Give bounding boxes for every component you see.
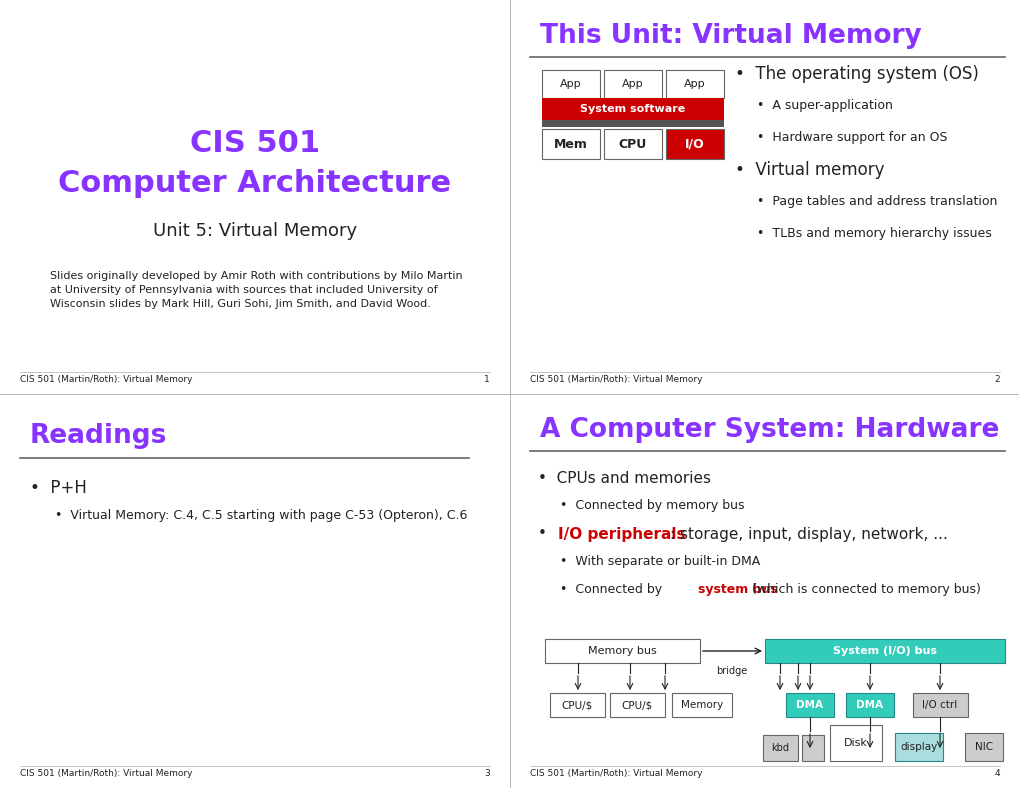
FancyBboxPatch shape <box>541 70 599 98</box>
Text: at University of Pennsylvania with sources that included University of: at University of Pennsylvania with sourc… <box>50 285 437 295</box>
FancyBboxPatch shape <box>829 725 881 761</box>
Text: •  P+H: • P+H <box>30 479 87 497</box>
FancyBboxPatch shape <box>665 129 723 159</box>
FancyBboxPatch shape <box>541 120 723 127</box>
Text: Wisconsin slides by Mark Hill, Guri Sohi, Jim Smith, and David Wood.: Wisconsin slides by Mark Hill, Guri Sohi… <box>50 299 430 309</box>
Text: Memory: Memory <box>681 700 722 710</box>
Text: Slides originally developed by Amir Roth with contributions by Milo Martin: Slides originally developed by Amir Roth… <box>50 271 463 281</box>
Text: 1: 1 <box>484 376 489 385</box>
Text: •  Virtual Memory: C.4, C.5 starting with page C-53 (Opteron), C.6: • Virtual Memory: C.4, C.5 starting with… <box>55 510 467 522</box>
FancyBboxPatch shape <box>603 129 661 159</box>
Text: •  The operating system (OS): • The operating system (OS) <box>735 65 978 83</box>
Text: •  Virtual memory: • Virtual memory <box>735 161 883 179</box>
Text: system bus: system bus <box>697 583 777 597</box>
Text: NIC: NIC <box>974 742 993 752</box>
Text: Mem: Mem <box>553 137 587 151</box>
Text: This Unit: Virtual Memory: This Unit: Virtual Memory <box>539 23 921 49</box>
Text: CIS 501 (Martin/Roth): Virtual Memory: CIS 501 (Martin/Roth): Virtual Memory <box>20 376 193 385</box>
FancyBboxPatch shape <box>672 693 732 717</box>
FancyBboxPatch shape <box>964 733 1002 761</box>
Text: CPU/$: CPU/$ <box>622 700 652 710</box>
Text: CPU: CPU <box>619 137 646 151</box>
Text: kbd: kbd <box>770 743 789 753</box>
FancyBboxPatch shape <box>541 129 599 159</box>
Text: •  CPUs and memories: • CPUs and memories <box>537 470 710 485</box>
FancyBboxPatch shape <box>609 693 664 717</box>
Text: •  A super-application: • A super-application <box>756 99 892 113</box>
Text: Computer Architecture: Computer Architecture <box>58 169 451 199</box>
Text: •  Page tables and address translation: • Page tables and address translation <box>756 195 997 209</box>
Text: •  Connected by memory bus: • Connected by memory bus <box>559 500 744 512</box>
FancyBboxPatch shape <box>603 70 661 98</box>
Text: Unit 5: Virtual Memory: Unit 5: Virtual Memory <box>153 222 357 240</box>
Text: I/O: I/O <box>685 137 704 151</box>
FancyBboxPatch shape <box>912 693 967 717</box>
Text: •  TLBs and memory hierarchy issues: • TLBs and memory hierarchy issues <box>756 228 990 240</box>
FancyBboxPatch shape <box>764 639 1004 663</box>
Text: I/O peripherals: I/O peripherals <box>557 526 685 541</box>
Text: DMA: DMA <box>856 700 882 710</box>
Text: A Computer System: Hardware: A Computer System: Hardware <box>539 417 999 443</box>
Text: •  Hardware support for an OS: • Hardware support for an OS <box>756 132 947 144</box>
Text: CIS 501 (Martin/Roth): Virtual Memory: CIS 501 (Martin/Roth): Virtual Memory <box>20 770 193 779</box>
FancyBboxPatch shape <box>549 693 604 717</box>
FancyBboxPatch shape <box>544 639 699 663</box>
Text: System (I/O) bus: System (I/O) bus <box>833 646 936 656</box>
Text: Readings: Readings <box>30 423 167 449</box>
Text: •  Connected by: • Connected by <box>559 583 665 597</box>
Text: •: • <box>537 526 556 541</box>
Text: CIS 501 (Martin/Roth): Virtual Memory: CIS 501 (Martin/Roth): Virtual Memory <box>530 376 702 385</box>
Text: Disk: Disk <box>844 738 867 748</box>
Text: 3: 3 <box>484 770 489 779</box>
FancyBboxPatch shape <box>801 735 823 761</box>
Text: •  With separate or built-in DMA: • With separate or built-in DMA <box>559 556 759 568</box>
FancyBboxPatch shape <box>786 693 834 717</box>
FancyBboxPatch shape <box>845 693 893 717</box>
Text: bridge: bridge <box>715 666 747 676</box>
Text: CIS 501: CIS 501 <box>190 129 320 158</box>
Text: 2: 2 <box>994 376 999 385</box>
Text: App: App <box>684 79 705 89</box>
Text: (which is connected to memory bus): (which is connected to memory bus) <box>747 583 980 597</box>
Text: I/O ctrl: I/O ctrl <box>921 700 957 710</box>
Text: : storage, input, display, network, ...: : storage, input, display, network, ... <box>669 526 947 541</box>
Text: 4: 4 <box>994 770 999 779</box>
Text: display: display <box>900 742 936 752</box>
Text: CPU/$: CPU/$ <box>561 700 592 710</box>
FancyBboxPatch shape <box>762 735 797 761</box>
Text: App: App <box>622 79 643 89</box>
Text: System software: System software <box>580 104 685 114</box>
Text: CIS 501 (Martin/Roth): Virtual Memory: CIS 501 (Martin/Roth): Virtual Memory <box>530 770 702 779</box>
Text: Memory bus: Memory bus <box>588 646 656 656</box>
Text: App: App <box>559 79 581 89</box>
Text: DMA: DMA <box>796 700 822 710</box>
FancyBboxPatch shape <box>541 98 723 120</box>
FancyBboxPatch shape <box>894 733 943 761</box>
FancyBboxPatch shape <box>665 70 723 98</box>
